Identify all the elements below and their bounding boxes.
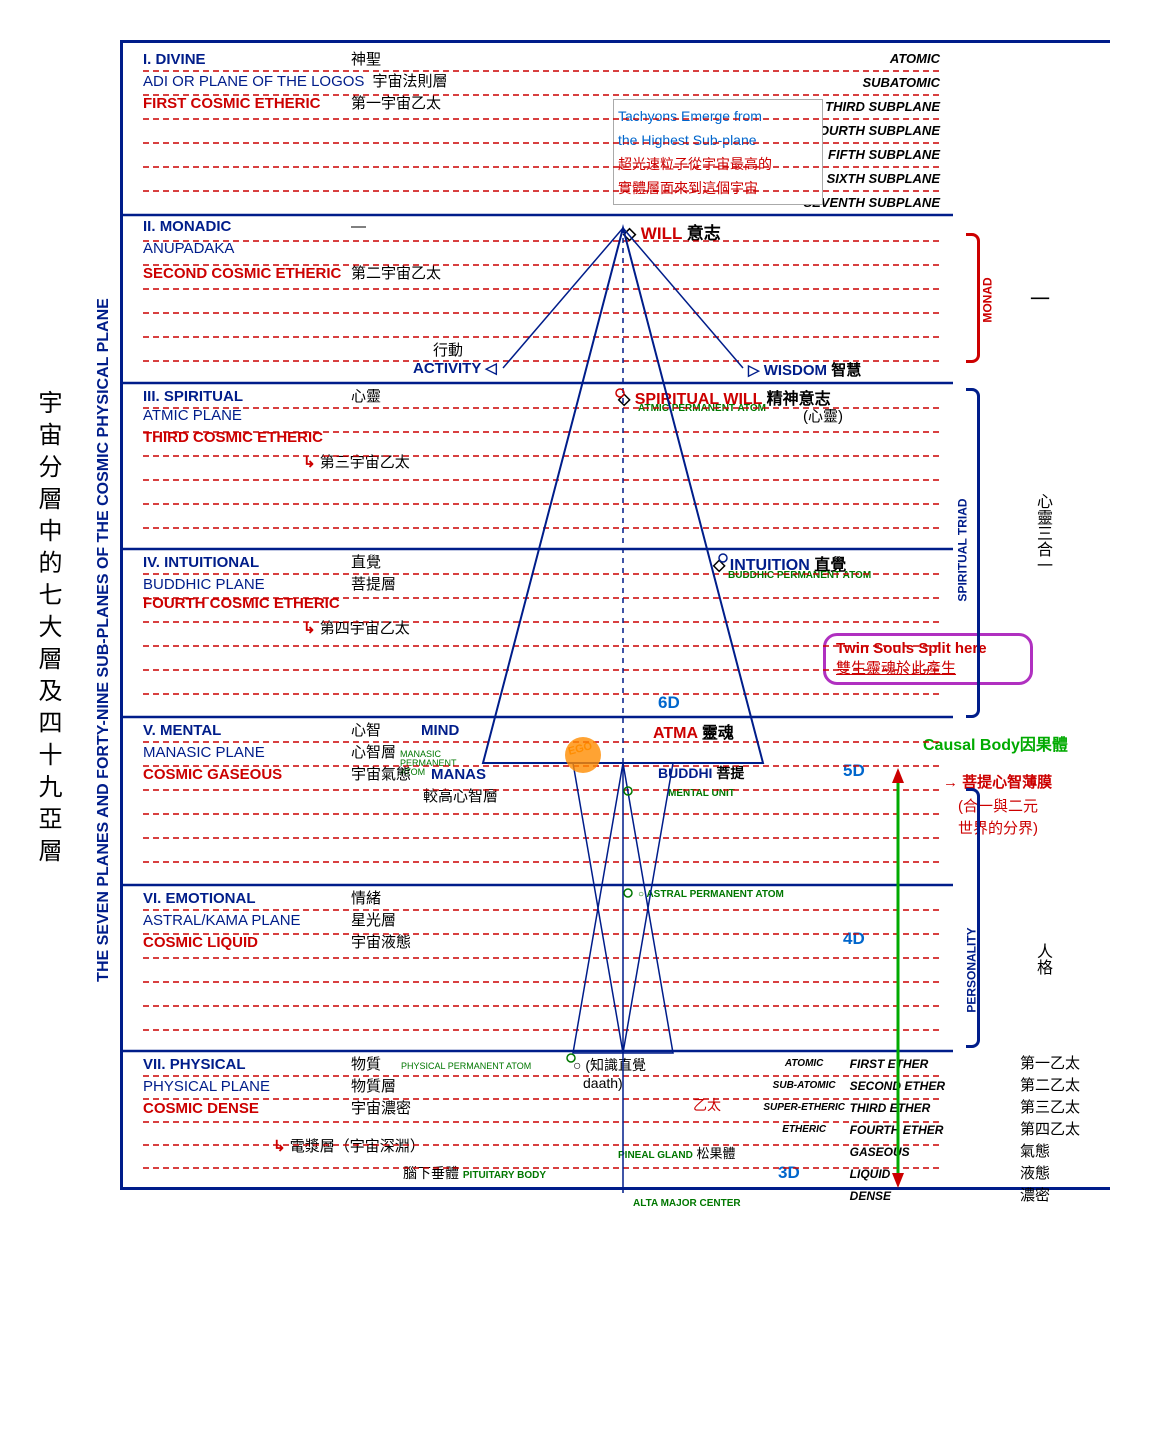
buddhic-membrane: → 菩提心智薄膜 [943,771,1052,792]
alta: ALTA MAJOR CENTER [633,1198,741,1209]
buddhic-atom: BUDDHIC PERMANENT ATOM [728,571,871,581]
pituitary: 腦下垂體 PITUITARY BODY [403,1163,546,1183]
tachyon-callout: Tachyons Emerge from the Highest Sub-pla… [613,99,823,205]
brace-triad-label: SPIRITUAL TRIAD [955,498,969,601]
subplane-6: SIXTH SUBPLANE [827,171,940,186]
ether-chi-column: 第一乙太第二乙太第三乙太第四乙太氣態液態濃密 [1020,1053,1130,1207]
brace-personality-label: PERSONALITY [964,927,978,1012]
wisdom-label: ▷ WISDOM 智慧 [748,359,861,380]
mental-unit: MENTAL UNIT [668,788,735,799]
twin-souls-callout: Twin Souls Split here 雙生靈魂於此產生 [823,633,1033,685]
subplane-4: FOURTH SUBPLANE [811,123,940,138]
ether-chi: 乙太 [693,1095,721,1115]
side-axis-label: THE SEVEN PLANES AND FORTY-NINE SUB-PLAN… [95,190,113,1090]
buddhi-label: BUDDHI 菩提 [658,763,744,783]
plane-6: VI. EMOTIONAL情緒 ASTRAL/KAMA PLANE星光層 COS… [143,887,943,953]
diagram-frame: I. DIVINE神聖 ADI OR PLANE OF THE LOGOS宇宙法… [120,40,1110,1190]
subplane-7: SEVENTH SUBPLANE [803,195,940,210]
plasma-layer: 電漿層（宇宙深淵） [273,1135,425,1156]
will-label: ◇ WILL 意志 [623,219,721,244]
daath: ○ (知識直覺 [573,1055,646,1075]
brace-personality-chi: 人格 [1030,943,1054,975]
inner-phys-column: ATOMICSUB-ATOMICSUPER-ETHERICETHERIC [763,1053,845,1141]
subplane-5: FIFTH SUBPLANE [828,147,940,162]
brace-monad-chi: 一 [1030,283,1050,312]
subplane-atomic: ATOMIC [890,51,940,66]
brace-monad-label: MONAD [980,277,994,322]
daath2: daath) [583,1075,623,1091]
activity-eng: ACTIVITY ◁ [413,359,497,377]
d6: 6D [658,693,680,713]
plane-5: V. MENTAL心智MIND MANASIC PLANE心智層MANASIC … [143,719,943,807]
pineal: PINEAL GLAND 松果體 [618,1143,735,1162]
ether-column: FIRST ETHERSECOND ETHERTHIRD ETHERFOURTH… [850,1053,945,1207]
subplane-3: THIRD SUBPLANE [825,99,940,114]
brace-monad [966,233,980,363]
spiritual-will-sub: (心靈) [803,405,843,426]
atma-label: ATMA 靈魂 [653,719,734,743]
d4: 4D [843,929,865,949]
page-title-vertical: 宇宙分層中的七大層及四十九亞層 [30,390,65,870]
plane-1: I. DIVINE神聖 ADI OR PLANE OF THE LOGOS宇宙法… [143,48,943,114]
d3: 3D [778,1163,800,1183]
plane-2: II. MONADIC— ANUPADAKA SECOND COSMIC ETH… [143,218,943,284]
d5: 5D [843,761,865,781]
brace-triad-chi: 心靈三合一 [1030,493,1054,573]
causal-body: Causal Body因果體 [923,731,1068,755]
astral-atom: ○ ASTRAL PERMANENT ATOM [638,889,784,900]
subplane-subatomic: SUBATOMIC [862,75,940,90]
atmic-atom: ATMIC PERMANENT ATOM [638,403,766,414]
activity-chi: 行動 [433,339,463,360]
